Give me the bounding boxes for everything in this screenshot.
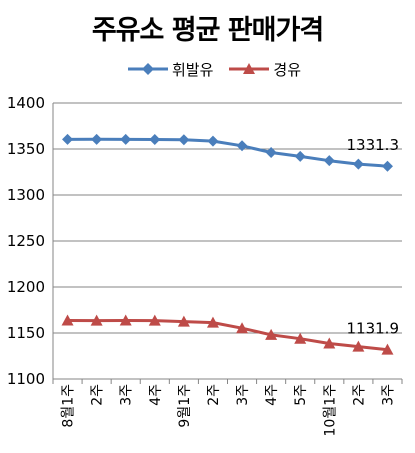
data-point-marker	[352, 158, 364, 170]
data-point-marker	[294, 332, 307, 344]
data-point-marker	[119, 314, 132, 326]
chart-title: 주유소 평균 판매가격	[91, 15, 324, 46]
data-point-marker	[352, 340, 365, 352]
series-line-0	[67, 137, 388, 168]
data-point-marker	[90, 314, 103, 326]
data-point-marker	[294, 150, 306, 162]
y-tick-label: 1350	[7, 140, 45, 158]
data-point-marker	[236, 140, 248, 152]
x-tick-label: 8월1주	[61, 384, 77, 428]
y-tick-label: 1200	[7, 278, 45, 296]
data-point-marker	[381, 160, 393, 172]
y-tick-label: 1100	[7, 370, 45, 388]
data-point-marker	[381, 343, 394, 355]
legend-label-gasoline: 휘발유	[172, 60, 214, 79]
x-tick-label: 3주	[235, 384, 251, 406]
data-point-marker	[265, 328, 278, 340]
x-tick-label: 10월1주	[322, 384, 338, 437]
legend-label-diesel: 경유	[273, 60, 302, 79]
y-tick-label: 1400	[7, 94, 45, 112]
data-point-marker	[149, 134, 161, 146]
data-point-marker	[265, 146, 277, 158]
x-tick-label: 4주	[148, 384, 164, 406]
y-tick-label: 1250	[7, 232, 45, 250]
x-tick-label: 9월1주	[177, 384, 193, 428]
legend-swatch-gasoline	[128, 63, 168, 75]
legend-item-diesel: 경유	[229, 59, 301, 80]
x-tick-label: 2주	[90, 384, 106, 406]
data-point-marker	[148, 314, 161, 326]
data-point-marker	[62, 133, 74, 145]
data-point-marker	[120, 133, 132, 145]
x-tick-label: 5주	[293, 384, 309, 406]
x-tick-label: 3주	[380, 384, 396, 406]
data-label-end: 1331.3	[347, 136, 400, 154]
data-point-marker	[178, 134, 190, 146]
legend-item-gasoline: 휘발유	[128, 59, 213, 80]
data-point-marker	[207, 135, 219, 147]
legend-swatch-diesel	[229, 63, 270, 74]
legend: 휘발유 경유	[128, 59, 317, 79]
data-point-marker	[61, 314, 74, 326]
data-point-marker	[323, 337, 336, 349]
data-point-marker	[206, 316, 219, 328]
x-tick-label: 4주	[264, 384, 280, 406]
series-line-1	[67, 319, 388, 352]
data-label-end: 1131.9	[347, 320, 400, 338]
data-point-marker	[91, 133, 103, 145]
x-tick-label: 3주	[119, 384, 135, 406]
data-point-marker	[177, 315, 190, 327]
data-point-marker	[323, 155, 335, 167]
data-point-marker	[236, 322, 249, 334]
x-tick-label: 2주	[351, 384, 367, 406]
x-tick-label: 2주	[206, 384, 222, 406]
y-tick-label: 1150	[7, 324, 45, 342]
y-tick-label: 1300	[7, 186, 45, 204]
